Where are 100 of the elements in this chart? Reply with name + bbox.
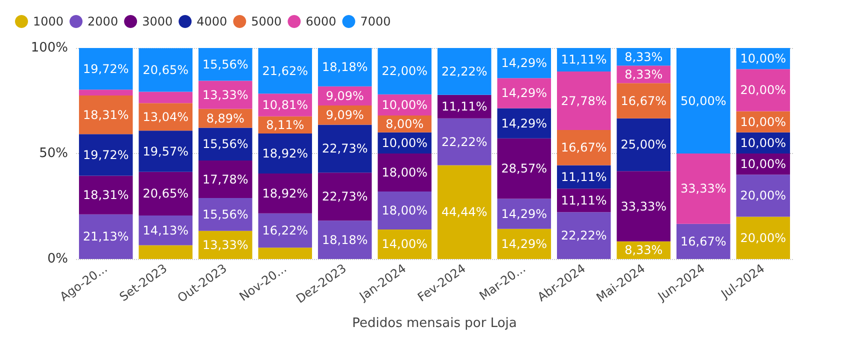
data-label: 8,33% xyxy=(624,67,663,82)
bar xyxy=(258,248,312,259)
bar xyxy=(258,213,312,248)
data-label: 8,33% xyxy=(624,50,663,64)
data-label: 18,31% xyxy=(82,188,129,202)
data-label: 22,22% xyxy=(441,64,488,78)
data-label: 8,33% xyxy=(624,243,663,258)
bar xyxy=(676,224,730,259)
bar xyxy=(78,176,133,214)
bar xyxy=(198,160,252,198)
data-label: 13,04% xyxy=(142,110,189,124)
data-label: 50,00% xyxy=(680,94,726,108)
data-label: 18,18% xyxy=(322,232,368,247)
y-tick-label: 100% xyxy=(30,40,68,56)
data-label: 25,00% xyxy=(620,138,667,152)
data-label: 22,00% xyxy=(382,64,428,78)
bar xyxy=(78,134,133,176)
data-label: 8,11% xyxy=(266,118,304,132)
data-label: 18,92% xyxy=(262,186,308,200)
bar xyxy=(497,138,552,199)
bar xyxy=(437,165,492,259)
bar xyxy=(138,92,193,104)
legend-label: 2000 xyxy=(88,14,118,28)
bar xyxy=(78,96,133,134)
bar xyxy=(616,83,671,118)
data-label: 16,67% xyxy=(680,234,726,248)
bar xyxy=(616,118,671,172)
data-label: 10,00% xyxy=(740,114,786,129)
legend-label: 3000 xyxy=(142,14,173,28)
bar xyxy=(318,124,372,173)
bar xyxy=(138,48,193,92)
data-label: 10,00% xyxy=(740,52,786,66)
data-label: 16,22% xyxy=(262,223,308,238)
bar xyxy=(676,154,730,224)
data-label: 9,09% xyxy=(326,108,364,122)
bar xyxy=(198,48,252,81)
bar xyxy=(556,71,611,130)
legend-label: 4000 xyxy=(196,14,228,28)
data-label: 14,29% xyxy=(501,236,548,251)
bar xyxy=(138,215,193,246)
data-label: 10,00% xyxy=(740,157,786,172)
bar xyxy=(258,48,312,94)
data-label: 33,33% xyxy=(680,182,726,196)
data-label: 10,81% xyxy=(262,98,308,112)
data-label: 21,13% xyxy=(82,230,129,244)
bar xyxy=(497,78,552,108)
data-label: 10,00% xyxy=(740,136,786,150)
data-label: 20,00% xyxy=(740,188,786,203)
data-label: 11,11% xyxy=(560,193,607,208)
bar xyxy=(318,48,372,86)
data-label: 15,56% xyxy=(202,57,248,72)
y-tick-label: 50% xyxy=(39,146,68,161)
bar xyxy=(198,198,252,231)
data-label: 18,18% xyxy=(322,60,368,74)
bar xyxy=(258,134,312,174)
legend-label: 5000 xyxy=(251,14,282,28)
bar xyxy=(437,48,492,95)
data-label: 18,00% xyxy=(382,165,428,180)
bar xyxy=(138,130,193,172)
bar xyxy=(736,174,790,217)
data-label: 9,09% xyxy=(326,88,364,103)
x-axis-title: Pedidos mensais por Loja xyxy=(352,316,517,331)
bar xyxy=(676,48,730,154)
bar xyxy=(198,128,252,161)
bar xyxy=(378,48,432,94)
data-label: 14,29% xyxy=(501,116,548,130)
bar xyxy=(378,154,432,192)
data-label: 28,57% xyxy=(501,162,548,176)
data-label: 13,33% xyxy=(202,238,248,252)
bar xyxy=(736,69,790,112)
data-label: 20,65% xyxy=(142,186,189,201)
data-label: 33,33% xyxy=(620,199,667,214)
bar xyxy=(616,171,671,242)
data-label: 11,11% xyxy=(560,52,607,67)
bar xyxy=(378,191,432,230)
bar xyxy=(497,198,552,229)
data-label: 14,29% xyxy=(501,56,548,70)
bar xyxy=(318,172,372,221)
data-label: 19,72% xyxy=(82,148,129,162)
data-label: 18,92% xyxy=(262,146,308,160)
data-label: 20,00% xyxy=(740,83,786,98)
bar xyxy=(138,245,193,259)
data-label: 18,00% xyxy=(382,203,428,218)
data-label: 44,44% xyxy=(441,205,488,220)
bar xyxy=(736,216,790,259)
data-label: 8,00% xyxy=(386,116,424,131)
bar xyxy=(78,90,133,96)
data-label: 22,73% xyxy=(322,142,368,156)
bar xyxy=(556,212,611,259)
bar xyxy=(437,118,492,166)
data-label: 10,00% xyxy=(382,136,428,150)
bar xyxy=(258,173,312,214)
data-label: 13,33% xyxy=(202,88,248,102)
data-label: 14,13% xyxy=(142,223,189,238)
bar xyxy=(78,48,133,90)
data-label: 27,78% xyxy=(560,94,607,108)
data-label: 15,56% xyxy=(202,207,248,222)
bar xyxy=(78,214,133,259)
data-label: 14,00% xyxy=(382,237,428,252)
bar xyxy=(318,220,372,259)
